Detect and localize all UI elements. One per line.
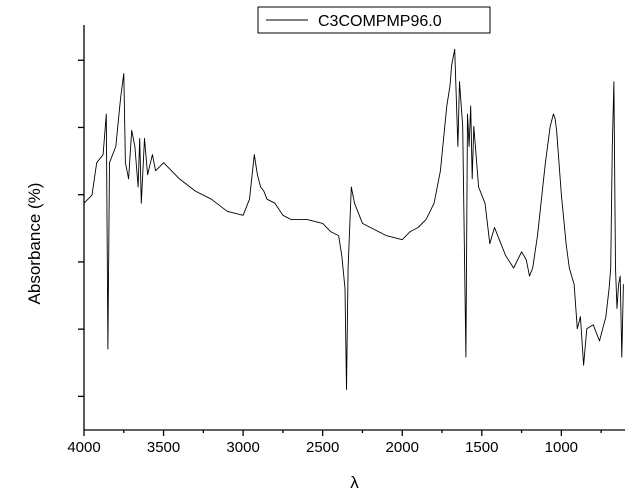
axes: 4000 3500 3000 2500 2000 1500 1000 bbox=[67, 25, 625, 456]
x-tick-label: 1500 bbox=[465, 439, 498, 456]
x-tick-label: 3000 bbox=[226, 439, 259, 456]
y-axis-title: Absorbance (%) bbox=[25, 183, 44, 305]
x-axis-title: λ bbox=[350, 473, 359, 492]
x-tick-label: 2000 bbox=[386, 439, 419, 456]
x-tick-label: 4000 bbox=[67, 439, 100, 456]
legend-label: C3COMPMP96.0 bbox=[318, 13, 442, 30]
x-tick-label: 3500 bbox=[147, 439, 180, 456]
plot-area bbox=[83, 48, 624, 390]
x-tick-label: 2500 bbox=[306, 439, 339, 456]
legend: C3COMPMP96.0 bbox=[257, 6, 491, 34]
series-line bbox=[83, 48, 624, 390]
x-tick-label: 1000 bbox=[545, 439, 578, 456]
